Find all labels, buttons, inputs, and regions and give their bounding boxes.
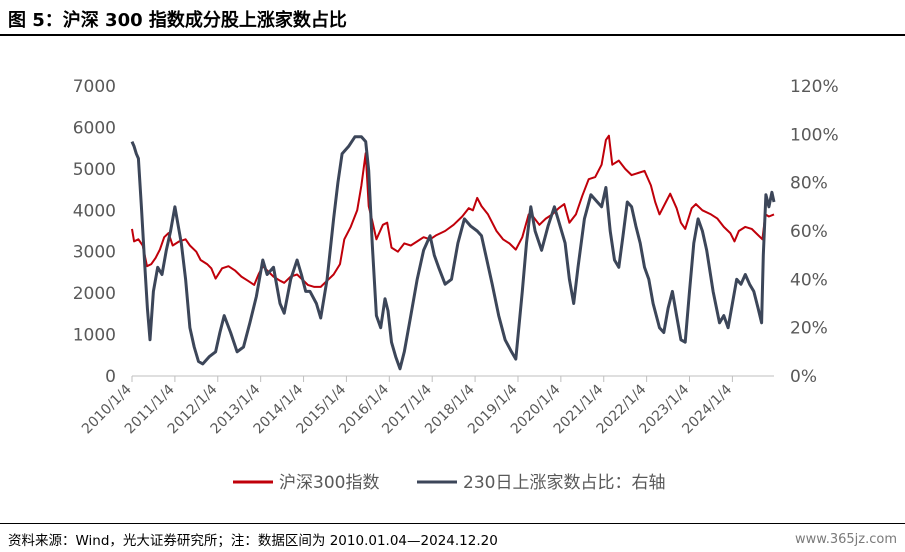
figure-title: 图 5：沪深 300 指数成分股上涨家数占比 [8, 10, 347, 31]
right-axis-ticks: 0% 20% 40% 60% 80% 100% 120% [790, 77, 839, 387]
footer-divider [0, 523, 905, 524]
source-note: 资料来源：Wind，光大证券研究所；注：数据区间为 2010.01.04—202… [8, 533, 498, 549]
left-axis-ticks: 0 1000 2000 3000 4000 5000 6000 7000 [73, 77, 116, 387]
right-tick-label: 100% [790, 125, 839, 145]
x-axis-ticks: 2010/1/42011/1/42012/1/42013/1/42014/1/4… [79, 376, 735, 437]
series-line-index [131, 134, 775, 288]
right-tick-label: 60% [790, 222, 828, 242]
legend-label-ratio: 230日上涨家数占比：右轴 [463, 473, 665, 493]
right-tick-label: 0% [790, 367, 817, 387]
right-tick-label: 40% [790, 270, 828, 290]
line-chart: 0 1000 2000 3000 4000 5000 6000 7000 0% 20% 40% 60… [73, 77, 839, 493]
legend-label-index: 沪深300指数 [279, 473, 379, 493]
title-divider [0, 34, 905, 36]
plot-area [130, 134, 776, 371]
left-tick-label: 3000 [73, 243, 116, 263]
left-tick-label: 1000 [73, 326, 116, 346]
right-tick-label: 80% [790, 174, 828, 194]
right-tick-label: 120% [790, 77, 839, 97]
watermark: www.365jz.com [795, 532, 897, 547]
left-tick-label: 7000 [73, 77, 116, 97]
series-line-ratio [130, 135, 776, 371]
left-tick-label: 5000 [73, 160, 116, 180]
left-tick-label: 6000 [73, 118, 116, 138]
left-tick-label: 2000 [73, 284, 116, 304]
left-tick-label: 0 [105, 367, 116, 387]
right-tick-label: 20% [790, 319, 828, 339]
chart-legend: 沪深300指数 230日上涨家数占比：右轴 [233, 473, 665, 493]
left-tick-label: 4000 [73, 201, 116, 221]
